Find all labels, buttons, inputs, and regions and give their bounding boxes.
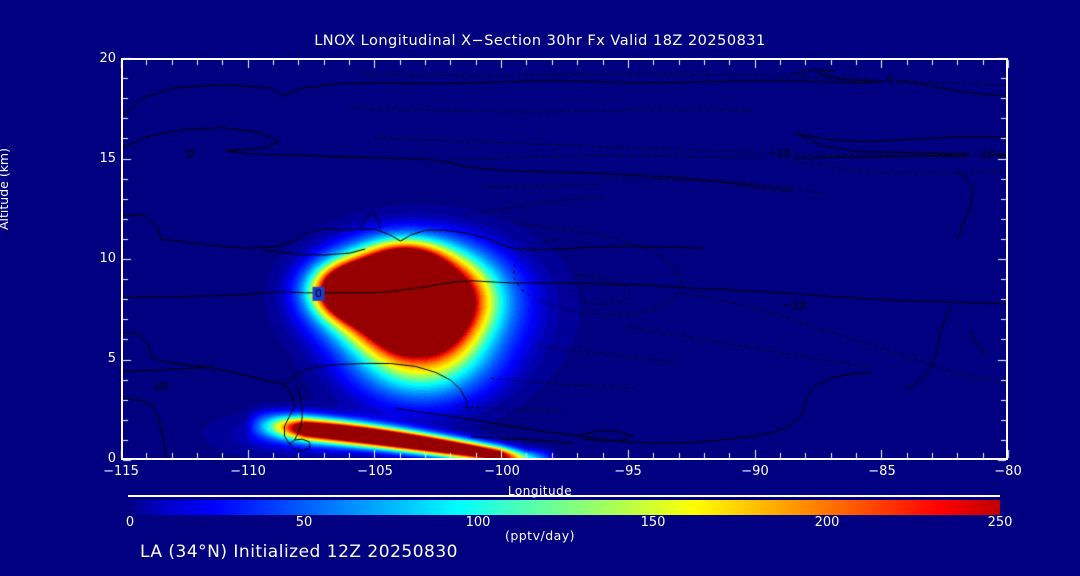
x-tick-label-m90: −90 — [741, 464, 769, 479]
heatmap-canvas — [123, 60, 1006, 458]
y-tick-label-10: 10 — [99, 251, 116, 266]
colorbar-units-label: (pptv/day) — [504, 528, 576, 543]
x-tick-label-m95: −95 — [614, 464, 642, 479]
y-axis-title: Altitude (km) — [0, 148, 11, 230]
figure-title: LNOX Longitudinal X−Section 30hr Fx Vali… — [314, 33, 766, 49]
x-tick-label-m80: −80 — [994, 464, 1022, 479]
x-tick-label-m115: −115 — [103, 464, 139, 479]
x-tick-label-m105: −105 — [357, 464, 393, 479]
x-tick-label-m100: −100 — [484, 464, 520, 479]
y-tick-label-20: 20 — [99, 51, 116, 66]
plot-area — [121, 58, 1008, 460]
y-tick-label-15: 15 — [99, 151, 116, 166]
x-tick-label-m85: −85 — [868, 464, 896, 479]
colorbar-gradient — [128, 500, 1000, 515]
colorbar — [128, 497, 1000, 515]
y-tick-label-5: 5 — [107, 351, 116, 366]
figure-caption: LA (34°N) Initialized 12Z 20250830 — [140, 542, 458, 562]
x-tick-label-m110: −110 — [230, 464, 266, 479]
